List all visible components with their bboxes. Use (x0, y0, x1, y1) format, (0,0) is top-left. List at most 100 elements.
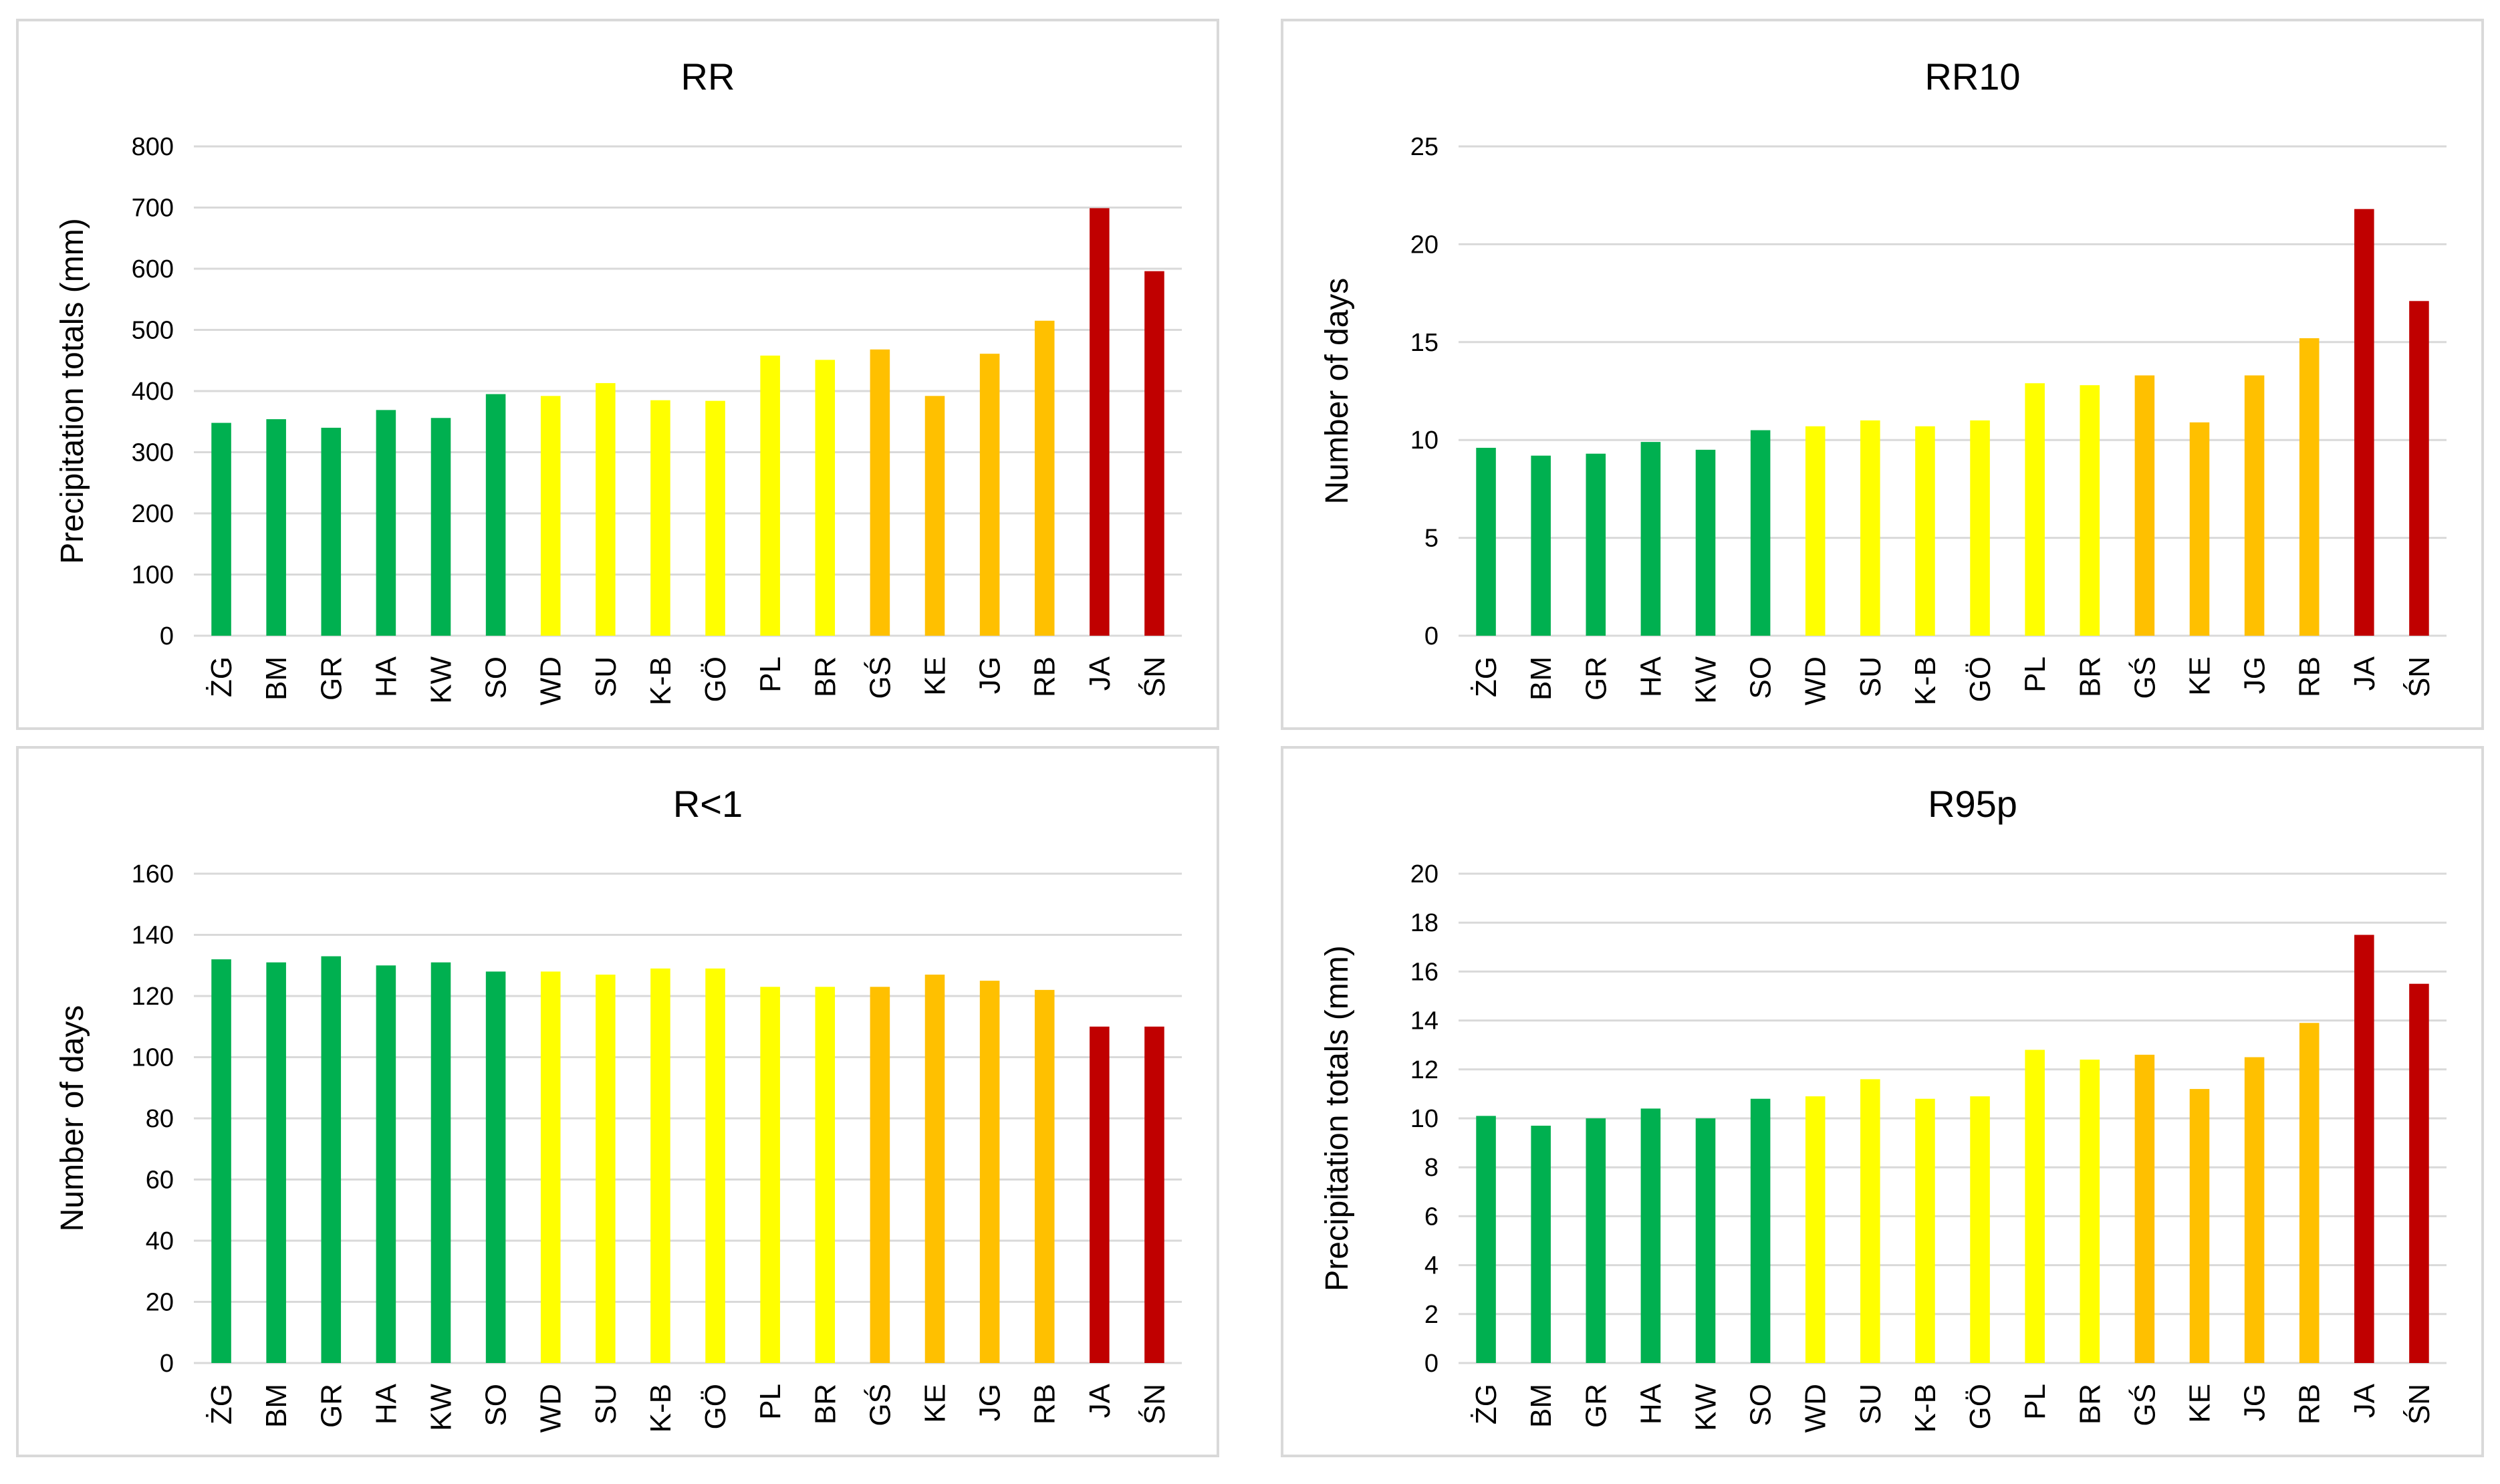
x-tick-label: ŻG (205, 656, 238, 697)
chart-panel-rr10: RR10 0 5 10 15 20 25 Number of days ŻG BM GR HA KW SO… (1281, 19, 2484, 730)
bar-rr10-2 (1586, 453, 1606, 636)
bar-r-less-than-1-13 (924, 974, 945, 1363)
bar-rr-12 (870, 349, 890, 636)
chart-title: R<1 (673, 783, 743, 825)
x-tick-label: GŚ (862, 656, 896, 699)
chart-title: RR10 (1924, 55, 2020, 98)
x-tick-label: PL (2019, 656, 2051, 693)
x-tick-label: KW (425, 656, 458, 704)
bar-r95p-3 (1640, 1108, 1661, 1363)
y-tick-label: 10 (1410, 426, 1439, 455)
y-tick-label: 200 (132, 500, 174, 528)
x-tick-label: RB (1029, 656, 1061, 697)
bar-r-less-than-1-0 (211, 959, 231, 1363)
x-tick-label: GÖ (1964, 656, 1997, 702)
y-tick-label: 20 (1410, 231, 1439, 259)
bar-rr-7 (596, 383, 616, 636)
y-tick-label: 0 (1424, 622, 1439, 650)
x-tick-label: KW (425, 1384, 458, 1431)
x-tick-label: ŚN (1137, 1384, 1171, 1425)
bar-r-less-than-1-9 (705, 968, 725, 1363)
x-tick-label: GÖ (1964, 1384, 1997, 1429)
y-tick-label: 160 (132, 860, 174, 888)
y-tick-label: 6 (1424, 1203, 1439, 1231)
x-tick-label: KE (2184, 656, 2217, 696)
y-tick-label: 800 (132, 133, 174, 161)
x-tick-label: GR (315, 1384, 348, 1428)
bar-rr-8 (650, 400, 670, 636)
bar-r95p-16 (2354, 935, 2374, 1363)
y-tick-label: 8 (1424, 1154, 1439, 1182)
chart-title: RR (681, 55, 735, 98)
y-tick-label: 4 (1424, 1252, 1439, 1280)
bar-rr10-11 (2080, 385, 2100, 636)
x-tick-label: PL (754, 656, 787, 693)
x-tick-label: WD (1799, 656, 1832, 705)
x-tick-label: RB (2293, 656, 2326, 697)
x-tick-label: KE (919, 1384, 952, 1423)
bar-r95p-17 (2409, 983, 2429, 1363)
y-tick-label: 14 (1410, 1007, 1439, 1035)
x-tick-label: JA (1084, 1383, 1116, 1418)
bar-r95p-7 (1860, 1079, 1880, 1363)
y-tick-label: 18 (1410, 909, 1439, 937)
x-tick-label: SU (1854, 1384, 1887, 1425)
bar-r95p-10 (2025, 1049, 2045, 1363)
y-tick-label: 0 (1424, 1350, 1439, 1378)
bar-r95p-1 (1531, 1125, 1551, 1363)
bar-rr10-6 (1805, 426, 1826, 636)
x-tick-label: K-B (1909, 656, 1942, 705)
x-tick-label: SU (590, 1384, 622, 1425)
bar-rr-0 (211, 422, 231, 636)
x-tick-label: ŻG (1470, 656, 1503, 697)
x-tick-label: ŻG (205, 1384, 238, 1425)
bar-r-less-than-1-12 (870, 987, 890, 1363)
x-tick-label: SO (1745, 656, 1777, 699)
bar-r95p-15 (2299, 1023, 2320, 1363)
bar-rr-10 (760, 355, 780, 636)
x-tick-label: GR (1580, 656, 1612, 701)
bar-rr10-0 (1476, 447, 1496, 636)
bar-rr10-8 (1915, 426, 1935, 636)
x-tick-label: JG (974, 1384, 1007, 1421)
bar-r95p-0 (1476, 1116, 1496, 1363)
y-tick-label: 100 (132, 1044, 174, 1072)
bar-r95p-8 (1915, 1098, 1935, 1363)
bar-r-less-than-1-11 (815, 987, 836, 1363)
x-tick-label: JA (2348, 1383, 2381, 1418)
bar-r-less-than-1-6 (540, 971, 561, 1363)
bar-r-less-than-1-1 (266, 962, 286, 1363)
x-tick-label: RB (2293, 1384, 2326, 1425)
bar-r-less-than-1-17 (1144, 1026, 1164, 1363)
bar-rr-3 (376, 410, 396, 636)
bar-r95p-13 (2189, 1089, 2210, 1363)
x-tick-label: JG (974, 656, 1007, 694)
bar-r95p-5 (1750, 1098, 1771, 1363)
chart-r-less-than-1: R<1 0 20 40 60 80 100 120 140 160 Number of days ŻG… (55, 783, 1182, 1433)
y-tick-label: 80 (146, 1105, 174, 1133)
chart-r95p: R95p 0 2 4 6 8 10 12 14 16 18 20 Precipitation total… (1320, 783, 2447, 1433)
x-tick-label: ŻG (1470, 1384, 1503, 1425)
bar-r95p-6 (1805, 1096, 1826, 1363)
bar-rr10-17 (2409, 301, 2429, 636)
x-tick-label: ŚN (2402, 656, 2436, 697)
chart-title: R95p (1928, 783, 2017, 825)
bar-r-less-than-1-10 (760, 987, 780, 1363)
x-tick-label: KE (2184, 1384, 2217, 1423)
x-tick-label: K-B (644, 656, 677, 705)
bar-r95p-9 (1970, 1096, 1990, 1363)
bar-rr10-12 (2134, 375, 2155, 636)
bar-rr10-3 (1640, 442, 1661, 636)
bar-rr10-15 (2299, 338, 2320, 636)
y-tick-label: 500 (132, 317, 174, 345)
chart-panel-rr: RR 0 100 200 300 400 500 600 700 800 Precipitation… (16, 19, 1219, 730)
bar-r-less-than-1-8 (650, 968, 670, 1363)
bar-rr10-10 (2025, 383, 2045, 636)
bar-r95p-11 (2080, 1060, 2100, 1363)
x-tick-label: KW (1690, 1384, 1723, 1431)
bar-rr10-16 (2354, 209, 2374, 636)
bar-r-less-than-1-16 (1090, 1026, 1110, 1363)
y-tick-label: 20 (1410, 860, 1439, 888)
x-tick-label: KW (1690, 656, 1723, 704)
x-tick-label: K-B (644, 1384, 677, 1433)
